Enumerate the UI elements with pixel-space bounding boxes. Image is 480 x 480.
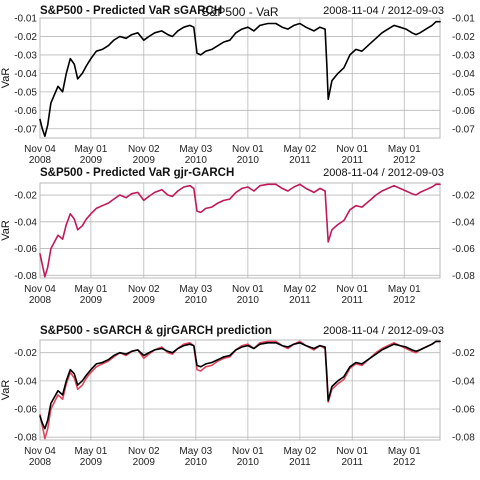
x-tick-year: 2009 <box>133 155 156 166</box>
x-tick-label: May 01 <box>74 284 107 295</box>
x-tick-year: 2008 <box>29 155 52 166</box>
x-tick-label: Nov 04 <box>24 284 56 295</box>
x-tick-label: Nov 02 <box>128 144 160 155</box>
x-tick-year: 2010 <box>185 295 208 306</box>
x-tick-label: May 01 <box>74 446 107 457</box>
x-tick-label: Nov 04 <box>24 446 56 457</box>
date-range: 2008-11-04 / 2012-09-03 <box>323 5 444 17</box>
plot-frame <box>40 183 440 278</box>
y-tick-label-left: -0.03 <box>14 50 37 61</box>
x-tick-year: 2009 <box>80 295 103 306</box>
x-tick-label: Nov 02 <box>128 284 160 295</box>
y-tick-label-right: -0.08 <box>452 271 475 282</box>
x-tick-year: 2012 <box>393 457 416 468</box>
x-tick-label: Nov 01 <box>336 284 368 295</box>
y-tick-label-left: -0.02 <box>14 32 37 43</box>
y-tick-label-right: -0.08 <box>452 433 475 444</box>
y-tick-label-right: -0.02 <box>452 32 475 43</box>
y-tick-label-left: -0.02 <box>14 191 37 202</box>
x-tick-label: May 03 <box>179 144 212 155</box>
y-tick-label-left: -0.06 <box>14 405 37 416</box>
y-tick-label-right: -0.07 <box>452 124 475 135</box>
x-tick-label: May 01 <box>388 144 421 155</box>
x-tick-label: Nov 04 <box>24 144 56 155</box>
y-tick-label-left: -0.04 <box>14 69 37 80</box>
panel-3: -0.08 -0.08 -0.06 -0.06 -0.04 -0.04 -0.02 -0.02… <box>0 325 475 468</box>
y-tick-label-left: -0.08 <box>14 433 37 444</box>
date-range: 2008-11-04 / 2012-09-03 <box>323 325 444 337</box>
x-tick-year: 2011 <box>289 295 311 306</box>
x-tick-year: 2010 <box>185 457 208 468</box>
x-tick-year: 2009 <box>80 155 103 166</box>
y-axis-label: VaR <box>0 220 12 241</box>
y-axis-label: VaR <box>0 380 12 401</box>
x-tick-year: 2008 <box>29 295 52 306</box>
y-tick-label-right: -0.02 <box>452 348 475 359</box>
y-tick-label-right: -0.05 <box>452 87 475 98</box>
panel-title: S&P500 - sGARCH & gjrGARCH prediction <box>40 325 272 337</box>
y-tick-label-right: -0.02 <box>452 191 475 202</box>
x-tick-year: 2012 <box>393 295 416 306</box>
x-tick-label: May 01 <box>74 144 107 155</box>
y-tick-label-left: -0.06 <box>14 106 37 117</box>
x-tick-year: 2010 <box>237 155 260 166</box>
y-tick-label-left: -0.06 <box>14 244 37 255</box>
y-tick-label-left: -0.02 <box>14 348 37 359</box>
y-tick-label-left: -0.07 <box>14 124 37 135</box>
date-range: 2008-11-04 / 2012-09-03 <box>323 167 444 179</box>
x-tick-label: May 01 <box>388 446 421 457</box>
y-tick-label-right: -0.04 <box>452 69 475 80</box>
panel-1: -0.07 -0.07 -0.06 -0.06 -0.05 -0.05 -0.04 -0.04… <box>0 5 475 166</box>
x-tick-label: Nov 01 <box>232 446 264 457</box>
x-tick-label: May 02 <box>284 144 317 155</box>
x-tick-label: May 03 <box>179 446 212 457</box>
y-tick-label-right: -0.06 <box>452 106 475 117</box>
x-tick-year: 2008 <box>29 457 52 468</box>
x-tick-year: 2012 <box>393 155 416 166</box>
x-tick-label: May 02 <box>284 446 317 457</box>
y-tick-label-left: -0.04 <box>14 376 37 387</box>
plot-frame <box>40 18 440 138</box>
x-tick-label: May 03 <box>179 284 212 295</box>
x-tick-year: 2010 <box>237 457 260 468</box>
x-tick-label: Nov 01 <box>232 284 264 295</box>
x-tick-year: 2011 <box>289 457 311 468</box>
panel-title: S&P500 - Predicted VaR sGARCH <box>40 5 222 17</box>
x-tick-label: Nov 01 <box>232 144 264 155</box>
x-tick-year: 2011 <box>341 295 363 306</box>
x-tick-label: Nov 02 <box>128 446 160 457</box>
x-tick-year: 2011 <box>341 155 363 166</box>
plot-frame <box>40 340 440 440</box>
y-tick-label-left: -0.08 <box>14 271 37 282</box>
panel-2: -0.08 -0.08 -0.06 -0.06 -0.04 -0.04 -0.02 -0.02… <box>0 167 475 306</box>
x-tick-year: 2011 <box>341 457 363 468</box>
x-tick-label: Nov 01 <box>336 446 368 457</box>
x-tick-year: 2010 <box>237 295 260 306</box>
x-tick-year: 2009 <box>80 457 103 468</box>
x-tick-year: 2009 <box>133 457 156 468</box>
y-tick-label-right: -0.04 <box>452 376 475 387</box>
y-tick-label-right: -0.01 <box>452 14 475 25</box>
x-tick-year: 2009 <box>133 295 156 306</box>
y-tick-label-left: -0.01 <box>14 14 37 25</box>
y-tick-label-right: -0.06 <box>452 244 475 255</box>
y-tick-label-left: -0.04 <box>14 217 37 228</box>
y-tick-label-left: -0.05 <box>14 87 37 98</box>
x-tick-year: 2011 <box>289 155 311 166</box>
x-tick-label: May 02 <box>284 284 317 295</box>
y-axis-label: VaR <box>0 68 12 89</box>
panel-title: S&P500 - Predicted VaR gjr-GARCH <box>40 167 234 179</box>
x-tick-year: 2010 <box>185 155 208 166</box>
y-tick-label-right: -0.03 <box>452 50 475 61</box>
x-tick-label: Nov 01 <box>336 144 368 155</box>
y-tick-label-right: -0.04 <box>452 217 475 228</box>
y-tick-label-right: -0.06 <box>452 405 475 416</box>
x-tick-label: May 01 <box>388 284 421 295</box>
